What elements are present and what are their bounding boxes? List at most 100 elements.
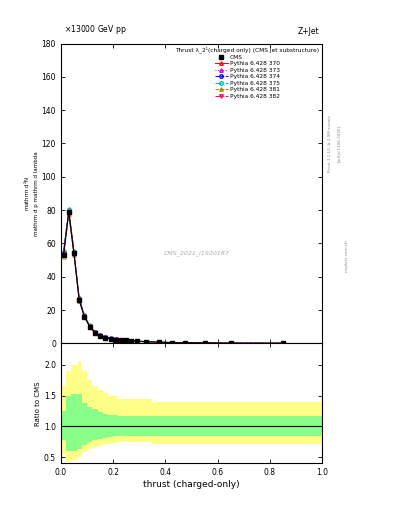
Line: Pythia 6.428 374: Pythia 6.428 374 — [62, 208, 285, 345]
Pythia 6.428 373 — [170, 339, 174, 346]
CMS — [72, 250, 76, 257]
Pythia 6.428 381 — [134, 338, 139, 345]
Pythia 6.428 375 — [77, 295, 82, 301]
Pythia 6.428 375 — [87, 323, 92, 329]
Pythia 6.428 370 — [134, 338, 139, 344]
Pythia 6.428 375 — [202, 340, 207, 346]
Pythia 6.428 381 — [82, 314, 87, 320]
Pythia 6.428 382 — [156, 339, 161, 345]
Pythia 6.428 382 — [124, 337, 129, 344]
Pythia 6.428 370 — [72, 250, 76, 257]
Text: CMS_2021_I1920187: CMS_2021_I1920187 — [164, 250, 230, 257]
Pythia 6.428 373 — [114, 336, 118, 343]
Pythia 6.428 382 — [170, 339, 174, 346]
CMS — [281, 340, 285, 346]
Pythia 6.428 381 — [61, 254, 66, 260]
Pythia 6.428 375 — [61, 248, 66, 254]
Pythia 6.428 370 — [129, 338, 134, 344]
Pythia 6.428 374 — [143, 338, 148, 345]
Pythia 6.428 381 — [98, 333, 103, 339]
Pythia 6.428 381 — [129, 338, 134, 344]
CMS — [228, 340, 233, 346]
Pythia 6.428 373 — [228, 340, 233, 346]
Pythia 6.428 375 — [281, 340, 285, 346]
Pythia 6.428 373 — [98, 333, 103, 339]
Pythia 6.428 374 — [108, 335, 113, 342]
Pythia 6.428 381 — [183, 339, 187, 346]
Pythia 6.428 374 — [77, 295, 82, 302]
Pythia 6.428 375 — [66, 206, 71, 212]
CMS — [119, 337, 123, 343]
Pythia 6.428 374 — [119, 337, 123, 343]
Pythia 6.428 373 — [82, 313, 87, 319]
Pythia 6.428 373 — [281, 340, 285, 346]
CMS — [114, 336, 118, 343]
Pythia 6.428 374 — [103, 334, 108, 340]
Pythia 6.428 373 — [202, 340, 207, 346]
Pythia 6.428 382 — [61, 251, 66, 258]
CMS — [156, 339, 161, 345]
Pythia 6.428 381 — [66, 212, 71, 218]
Pythia 6.428 375 — [82, 312, 87, 318]
Pythia 6.428 375 — [183, 339, 187, 346]
Pythia 6.428 370 — [170, 339, 174, 346]
Pythia 6.428 382 — [98, 333, 103, 339]
Line: Pythia 6.428 375: Pythia 6.428 375 — [62, 207, 285, 345]
Pythia 6.428 374 — [134, 338, 139, 344]
Pythia 6.428 374 — [82, 312, 87, 318]
Pythia 6.428 370 — [281, 340, 285, 346]
Pythia 6.428 374 — [61, 249, 66, 255]
Pythia 6.428 382 — [228, 340, 233, 346]
Pythia 6.428 374 — [66, 207, 71, 213]
Pythia 6.428 370 — [108, 335, 113, 342]
Pythia 6.428 370 — [87, 323, 92, 329]
Pythia 6.428 370 — [77, 296, 82, 302]
CMS — [124, 337, 129, 344]
Pythia 6.428 382 — [129, 338, 134, 344]
Pythia 6.428 375 — [134, 338, 139, 344]
Pythia 6.428 370 — [228, 340, 233, 346]
Text: $\times$13000 GeV pp: $\times$13000 GeV pp — [64, 23, 126, 36]
Pythia 6.428 375 — [156, 339, 161, 345]
Pythia 6.428 370 — [82, 313, 87, 319]
Text: Z+Jet: Z+Jet — [298, 27, 320, 36]
Pythia 6.428 381 — [143, 339, 148, 345]
Pythia 6.428 373 — [92, 329, 97, 335]
Pythia 6.428 373 — [183, 339, 187, 346]
Pythia 6.428 374 — [92, 329, 97, 335]
Pythia 6.428 382 — [281, 340, 285, 346]
Line: Pythia 6.428 381: Pythia 6.428 381 — [62, 214, 285, 345]
Pythia 6.428 382 — [77, 296, 82, 303]
CMS — [129, 338, 134, 344]
Pythia 6.428 382 — [92, 329, 97, 335]
Pythia 6.428 381 — [124, 337, 129, 344]
Pythia 6.428 381 — [202, 340, 207, 346]
Pythia 6.428 381 — [228, 340, 233, 346]
Pythia 6.428 382 — [108, 335, 113, 342]
Pythia 6.428 382 — [183, 339, 187, 346]
Pythia 6.428 375 — [103, 334, 108, 340]
Pythia 6.428 375 — [108, 335, 113, 342]
CMS — [61, 252, 66, 258]
Pythia 6.428 375 — [119, 337, 123, 343]
Pythia 6.428 373 — [66, 210, 71, 217]
Pythia 6.428 374 — [281, 340, 285, 346]
Pythia 6.428 375 — [114, 336, 118, 343]
Pythia 6.428 382 — [103, 334, 108, 340]
Pythia 6.428 381 — [87, 324, 92, 330]
Pythia 6.428 374 — [156, 339, 161, 345]
Pythia 6.428 373 — [124, 337, 129, 344]
Pythia 6.428 373 — [108, 335, 113, 342]
Pythia 6.428 375 — [98, 332, 103, 338]
Pythia 6.428 370 — [202, 340, 207, 346]
Pythia 6.428 381 — [92, 330, 97, 336]
Pythia 6.428 370 — [98, 332, 103, 338]
Pythia 6.428 382 — [87, 323, 92, 329]
CMS — [77, 297, 82, 303]
Pythia 6.428 373 — [156, 339, 161, 345]
Y-axis label: mathrm d$^2$N
mathrm d p mathrm d lambda: mathrm d$^2$N mathrm d p mathrm d lambda — [23, 151, 39, 236]
Pythia 6.428 370 — [143, 338, 148, 345]
Pythia 6.428 373 — [143, 338, 148, 345]
Pythia 6.428 373 — [134, 338, 139, 344]
Pythia 6.428 375 — [129, 338, 134, 344]
